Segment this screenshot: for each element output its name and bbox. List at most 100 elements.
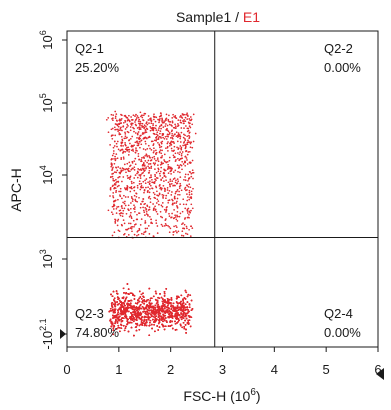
event-point [141, 315, 144, 318]
event-point [159, 132, 161, 135]
event-point [166, 127, 168, 130]
event-point [165, 147, 167, 150]
event-point [187, 139, 189, 142]
event-point [135, 322, 137, 325]
event-point [175, 226, 178, 229]
event-point [154, 133, 156, 136]
event-point [162, 317, 165, 320]
event-point [143, 174, 146, 177]
event-point [115, 212, 118, 214]
event-point [126, 130, 129, 133]
event-point [118, 123, 121, 126]
event-point [188, 306, 191, 309]
event-point [164, 190, 166, 192]
event-point [136, 150, 138, 152]
event-point [124, 115, 127, 118]
event-point [153, 150, 155, 152]
event-point [124, 128, 127, 130]
event-point [156, 232, 159, 234]
event-point [124, 168, 126, 171]
event-point [188, 141, 191, 143]
event-point [109, 307, 112, 310]
scatter-points [105, 110, 197, 337]
event-point [175, 190, 178, 193]
event-point [153, 118, 155, 121]
event-point [134, 198, 137, 201]
event-point [127, 303, 130, 305]
event-point [169, 167, 171, 170]
event-point [160, 127, 162, 130]
event-point [156, 157, 159, 159]
event-point [130, 116, 132, 118]
event-point [172, 306, 175, 309]
event-point [160, 166, 163, 169]
event-point [176, 315, 178, 318]
event-point [125, 297, 127, 300]
event-point [144, 182, 147, 185]
event-point [120, 318, 123, 321]
event-point [161, 216, 164, 219]
event-point [187, 314, 190, 317]
event-point [186, 209, 189, 212]
event-point [122, 125, 124, 128]
event-point [162, 172, 165, 175]
event-point [118, 319, 121, 322]
event-point [159, 117, 161, 120]
event-point [156, 138, 158, 141]
event-point [133, 177, 136, 179]
event-point [158, 127, 160, 129]
event-point [117, 125, 120, 128]
event-point [122, 168, 125, 170]
event-point [171, 180, 174, 182]
event-point [180, 234, 183, 237]
event-point [126, 116, 129, 119]
event-point [115, 191, 117, 193]
event-point [122, 212, 124, 215]
event-point [112, 179, 115, 182]
event-point [173, 145, 176, 148]
event-point [168, 133, 171, 135]
event-point [187, 121, 190, 124]
event-point [164, 305, 167, 308]
event-point [149, 299, 152, 302]
event-point [177, 170, 179, 173]
event-point [191, 308, 194, 310]
event-point [125, 292, 128, 294]
event-point [112, 152, 115, 155]
event-point [179, 141, 182, 143]
event-point [152, 115, 155, 118]
event-point [139, 175, 142, 177]
event-point [126, 184, 129, 187]
event-point [119, 167, 122, 170]
event-point [111, 127, 114, 130]
event-point [150, 127, 152, 129]
event-point [153, 323, 155, 326]
event-point [138, 196, 140, 199]
event-point [113, 203, 115, 206]
event-point [166, 161, 169, 163]
event-point [166, 306, 168, 309]
event-point [166, 135, 168, 138]
event-point [163, 160, 166, 163]
event-point [154, 304, 157, 307]
event-point [182, 136, 185, 139]
event-point [153, 193, 156, 196]
event-point [124, 121, 127, 123]
event-point [160, 137, 162, 139]
event-point [118, 129, 121, 132]
event-point [148, 334, 151, 337]
event-point [145, 178, 148, 180]
event-point [143, 127, 145, 130]
event-point [184, 173, 187, 176]
event-point [148, 167, 150, 169]
event-point [163, 121, 165, 124]
event-point [140, 297, 143, 300]
event-point [135, 140, 138, 143]
event-point [130, 318, 132, 321]
event-point [120, 158, 123, 161]
event-point [116, 296, 119, 298]
event-point [152, 208, 155, 210]
event-point [141, 324, 144, 327]
event-point [117, 318, 120, 321]
event-point [191, 169, 194, 172]
